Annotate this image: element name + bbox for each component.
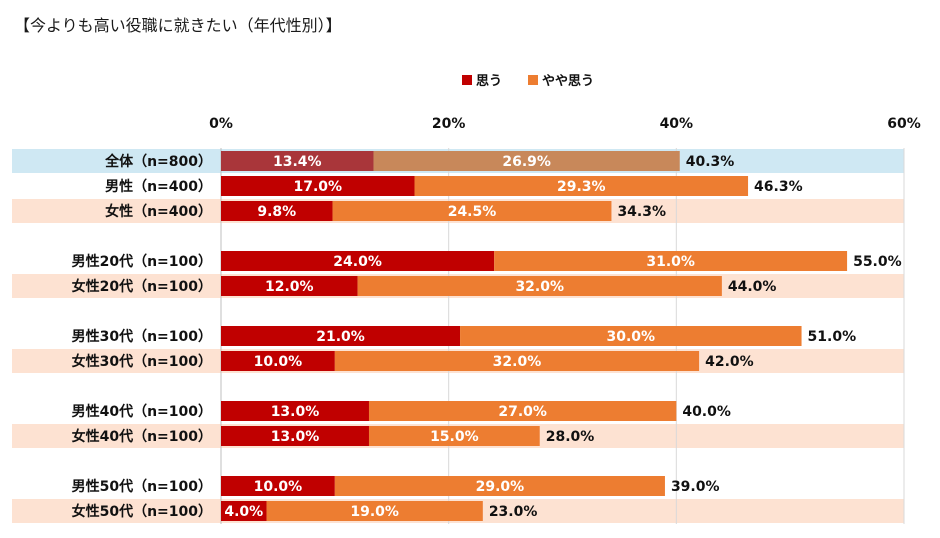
bar-series-2	[414, 176, 749, 196]
data-label-series-2: 32.0%	[515, 279, 564, 295]
legend: 思う やや思う	[462, 74, 594, 89]
data-label-series-1: 4.0%	[224, 504, 263, 520]
labels: 0% 20% 40% 60% 全体（n=800） 13.4% 26.9% 40.3% 男性（n=…	[72, 116, 921, 520]
bar-series-2	[357, 276, 722, 296]
legend-swatch-series-1	[462, 75, 472, 85]
bar-series-1	[221, 351, 335, 371]
data-label-series-2: 19.0%	[350, 504, 399, 520]
data-label-series-2: 15.0%	[430, 429, 479, 445]
x-tick-label: 40%	[660, 116, 694, 132]
bars	[221, 151, 848, 521]
category-label: 男性40代（n=100）	[72, 403, 212, 420]
legend-swatch-series-2	[528, 75, 538, 85]
bar-series-1	[221, 251, 495, 271]
total-label: 23.0%	[489, 504, 538, 520]
bar-series-1	[221, 476, 335, 496]
x-tick-label: 0%	[209, 116, 233, 132]
data-label-series-1: 24.0%	[333, 254, 382, 270]
bar-series-1	[221, 501, 267, 521]
data-label-series-1: 12.0%	[265, 279, 314, 295]
data-label-series-2: 30.0%	[607, 329, 656, 345]
bar-series-2	[368, 426, 540, 446]
legend-label-series-2: やや思う	[542, 74, 594, 89]
category-label: 全体（n=800）	[104, 153, 212, 170]
category-label: 女性20代（n=100）	[72, 278, 212, 295]
total-label: 44.0%	[728, 279, 777, 295]
bar-series-2	[334, 351, 700, 371]
data-label-series-1: 10.0%	[254, 354, 303, 370]
category-label: 女性50代（n=100）	[72, 503, 212, 520]
bar-series-2	[266, 501, 483, 521]
chart-title: 【今よりも高い役職に就きたい（年代性別）】	[14, 16, 342, 35]
total-label: 40.3%	[686, 154, 735, 170]
bar-series-2	[368, 401, 677, 421]
bar-series-1	[221, 401, 369, 421]
bar-series-2	[334, 476, 665, 496]
bar-series-2	[494, 251, 848, 271]
bar-series-1	[221, 326, 461, 346]
bar-series-2	[332, 201, 612, 221]
category-label: 女性（n=400）	[105, 203, 212, 220]
data-label-series-2: 26.9%	[502, 154, 551, 170]
data-label-series-1: 9.8%	[257, 204, 296, 220]
data-label-series-1: 21.0%	[316, 329, 365, 345]
data-label-series-1: 13.4%	[273, 154, 322, 170]
total-label: 55.0%	[853, 254, 902, 270]
bar-series-2	[460, 326, 802, 346]
total-label: 39.0%	[671, 479, 720, 495]
total-label: 28.0%	[546, 429, 595, 445]
category-label: 男性30代（n=100）	[72, 328, 212, 345]
category-label: 男性50代（n=100）	[72, 478, 212, 495]
data-label-series-2: 29.0%	[476, 479, 525, 495]
legend-label-series-1: 思う	[476, 74, 502, 89]
bar-series-1	[221, 201, 333, 221]
category-label: 女性30代（n=100）	[72, 353, 212, 370]
x-tick-label: 20%	[432, 116, 466, 132]
category-label: 女性40代（n=100）	[72, 428, 212, 445]
data-label-series-1: 17.0%	[293, 179, 342, 195]
bar-series-2	[373, 151, 680, 171]
data-label-series-2: 24.5%	[448, 204, 497, 220]
category-label: 男性20代（n=100）	[72, 253, 212, 270]
bar-series-1	[221, 426, 369, 446]
bar-series-1	[221, 276, 358, 296]
total-label: 42.0%	[705, 354, 754, 370]
data-label-series-2: 32.0%	[493, 354, 542, 370]
data-label-series-2: 31.0%	[646, 254, 695, 270]
total-label: 40.0%	[682, 404, 731, 420]
data-label-series-1: 13.0%	[271, 404, 320, 420]
data-label-series-2: 27.0%	[498, 404, 547, 420]
bar-series-1	[221, 176, 415, 196]
x-tick-label: 60%	[887, 116, 921, 132]
category-label: 男性（n=400）	[105, 178, 212, 195]
data-label-series-1: 10.0%	[254, 479, 303, 495]
data-label-series-2: 29.3%	[557, 179, 606, 195]
bar-series-1	[221, 151, 374, 171]
data-label-series-1: 13.0%	[271, 429, 320, 445]
total-label: 51.0%	[808, 329, 857, 345]
total-label: 46.3%	[754, 179, 803, 195]
total-label: 34.3%	[617, 204, 666, 220]
